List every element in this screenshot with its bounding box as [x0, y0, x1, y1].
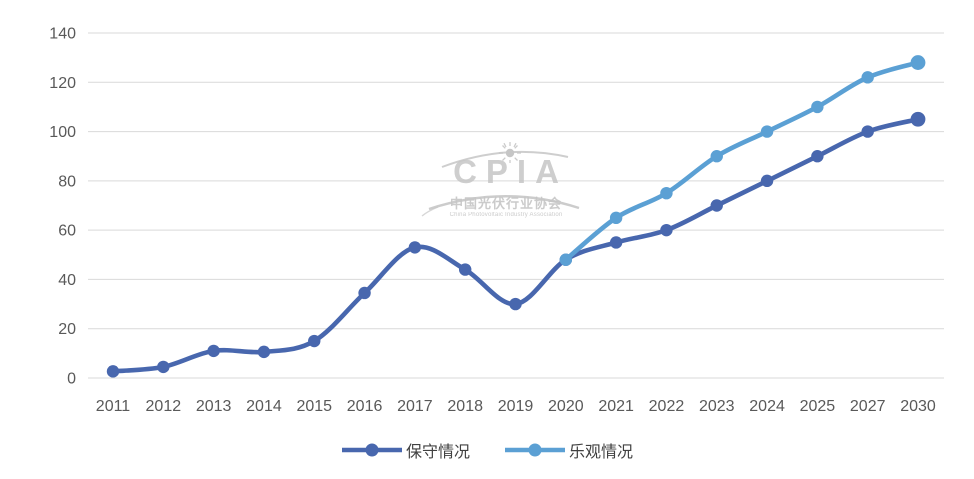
legend-label-optimistic: 乐观情况: [569, 444, 634, 461]
x-tick-label: 2027: [850, 398, 886, 415]
x-tick-label: 2023: [699, 398, 735, 415]
y-tick-label: 0: [67, 371, 76, 388]
legend-item-optimistic: 乐观情况: [504, 438, 633, 462]
x-tick-label: 2019: [498, 398, 534, 415]
x-tick-label: 2013: [196, 398, 232, 415]
y-axis: 0 20 40 60 80 100 120 140: [49, 26, 944, 388]
data-point: [760, 174, 774, 188]
x-tick-label: 2011: [96, 398, 131, 415]
data-point: [408, 241, 422, 254]
x-tick-label: 2020: [548, 398, 584, 415]
data-point: [257, 345, 271, 359]
legend-item-conservative: 保守情况: [341, 438, 470, 462]
data-point: [660, 186, 673, 200]
y-tick-label: 100: [49, 124, 76, 141]
series-line: [110, 117, 921, 374]
legend-marker-conservative: [341, 443, 402, 457]
x-tick-label: 2022: [649, 398, 685, 415]
data-point: [811, 100, 824, 114]
x-tick-label: 2017: [397, 398, 433, 415]
data-point: [106, 365, 120, 378]
data-point: [811, 150, 824, 163]
data-point: [458, 263, 472, 276]
legend-label-conservative: 保守情况: [405, 444, 470, 461]
x-tick-label: 2021: [598, 398, 634, 415]
data-point: [308, 334, 321, 348]
data-point: [710, 199, 723, 212]
data-point: [710, 150, 723, 163]
y-tick-label: 80: [58, 173, 76, 190]
data-point: [207, 344, 220, 358]
data-point: [910, 55, 926, 70]
data-point: [559, 253, 573, 266]
x-tick-label: 2030: [900, 398, 936, 415]
x-tick-label: 2012: [146, 398, 182, 415]
chart-legend: 保守情况 乐观情况: [0, 438, 974, 462]
data-point: [609, 236, 623, 249]
data-point: [660, 223, 673, 237]
data-point: [509, 297, 522, 311]
data-point: [861, 71, 874, 84]
x-tick-label: 2015: [296, 398, 332, 415]
data-point: [861, 125, 874, 138]
series-1: [559, 55, 926, 266]
y-tick-label: 60: [58, 223, 76, 240]
y-tick-label: 140: [49, 26, 76, 43]
x-tick-label: 2014: [246, 398, 282, 415]
x-tick-label: 2018: [447, 398, 483, 415]
y-tick-label: 20: [58, 321, 76, 338]
legend-marker-optimistic: [505, 443, 565, 457]
x-axis: 2011 2012 2013 2014 2015 2016 2017 2018 2019 2020…: [96, 398, 936, 415]
data-point: [760, 125, 774, 138]
data-point: [358, 286, 371, 300]
y-tick-label: 120: [49, 75, 76, 92]
y-tick-label: 40: [58, 272, 76, 289]
data-point: [910, 111, 926, 127]
data-point: [609, 211, 623, 225]
x-tick-label: 2025: [800, 398, 836, 415]
data-point: [157, 360, 170, 374]
series-0: [106, 111, 926, 378]
x-tick-label: 2016: [347, 398, 383, 415]
x-tick-label: 2024: [749, 398, 785, 415]
